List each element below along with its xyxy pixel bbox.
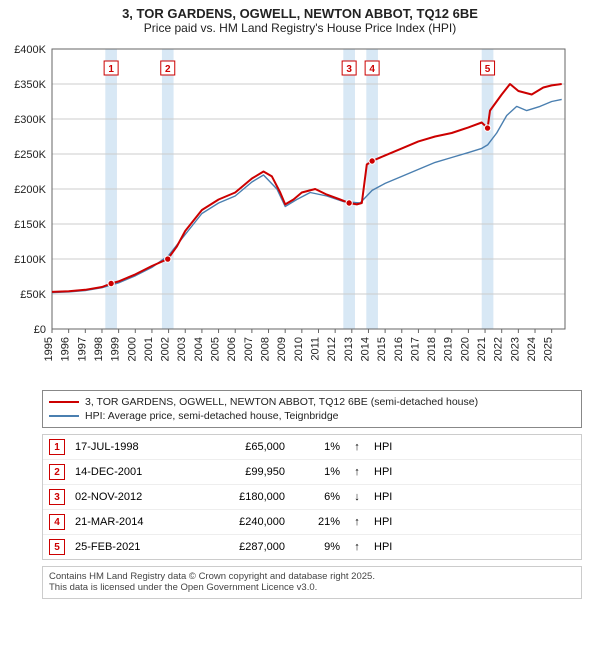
svg-text:2016: 2016: [393, 337, 405, 361]
legend-row: 3, TOR GARDENS, OGWELL, NEWTON ABBOT, TQ…: [49, 395, 575, 409]
svg-text:2023: 2023: [509, 337, 521, 361]
svg-text:2022: 2022: [493, 337, 505, 361]
svg-text:2006: 2006: [226, 337, 238, 361]
legend-swatch: [49, 401, 79, 403]
svg-text:1999: 1999: [110, 337, 122, 361]
svg-text:2015: 2015: [376, 337, 388, 361]
transaction-hpi-label: HPI: [374, 491, 575, 503]
transaction-pct: 6%: [295, 491, 340, 503]
svg-text:2017: 2017: [409, 337, 421, 361]
transaction-date: 21-MAR-2014: [75, 516, 185, 528]
footer-attribution: Contains HM Land Registry data © Crown c…: [42, 566, 582, 599]
transaction-marker: 2: [49, 464, 65, 480]
svg-text:1998: 1998: [93, 337, 105, 361]
svg-text:2010: 2010: [293, 337, 305, 361]
footer-line2: This data is licensed under the Open Gov…: [49, 582, 575, 593]
svg-text:2009: 2009: [276, 337, 288, 361]
transaction-date: 14-DEC-2001: [75, 466, 185, 478]
transaction-date: 02-NOV-2012: [75, 491, 185, 503]
transaction-hpi-label: HPI: [374, 441, 575, 453]
legend-label: HPI: Average price, semi-detached house,…: [85, 409, 339, 423]
svg-text:2008: 2008: [260, 337, 272, 361]
transaction-date: 25-FEB-2021: [75, 541, 185, 553]
line-chart-svg: £0 £50K £100K £150K £200K £250K £300K £350K £400…: [10, 39, 570, 379]
transaction-price: £65,000: [195, 441, 285, 453]
transaction-arrow-icon: ↑: [350, 541, 364, 553]
chart-container: 3, TOR GARDENS, OGWELL, NEWTON ABBOT, TQ…: [0, 0, 600, 599]
transaction-pct: 21%: [295, 516, 340, 528]
svg-text:4: 4: [369, 64, 375, 75]
transaction-marker: 5: [49, 539, 65, 555]
svg-text:1996: 1996: [60, 337, 72, 361]
transaction-pct: 1%: [295, 441, 340, 453]
footer-line1: Contains HM Land Registry data © Crown c…: [49, 571, 575, 582]
transaction-pct: 1%: [295, 466, 340, 478]
svg-text:5: 5: [485, 64, 491, 75]
transaction-price: £287,000: [195, 541, 285, 553]
chart-title: 3, TOR GARDENS, OGWELL, NEWTON ABBOT, TQ…: [10, 6, 590, 21]
transaction-date: 17-JUL-1998: [75, 441, 185, 453]
transaction-hpi-label: HPI: [374, 466, 575, 478]
transaction-arrow-icon: ↑: [350, 441, 364, 453]
transaction-arrow-icon: ↑: [350, 516, 364, 528]
transaction-row: 5 25-FEB-2021 £287,000 9% ↑ HPI: [43, 534, 581, 559]
svg-text:£400K: £400K: [14, 44, 46, 56]
svg-text:2012: 2012: [326, 337, 338, 361]
svg-text:2013: 2013: [343, 337, 355, 361]
legend: 3, TOR GARDENS, OGWELL, NEWTON ABBOT, TQ…: [42, 390, 582, 428]
svg-text:1997: 1997: [76, 337, 88, 361]
svg-text:£300K: £300K: [14, 114, 46, 126]
svg-text:2000: 2000: [126, 337, 138, 361]
svg-text:£200K: £200K: [14, 184, 46, 196]
svg-text:2007: 2007: [243, 337, 255, 361]
svg-text:2024: 2024: [526, 337, 538, 361]
svg-text:1: 1: [108, 64, 114, 75]
transaction-row: 2 14-DEC-2001 £99,950 1% ↑ HPI: [43, 459, 581, 484]
chart-subtitle: Price paid vs. HM Land Registry's House …: [10, 21, 590, 35]
transaction-marker: 3: [49, 489, 65, 505]
transactions-table: 1 17-JUL-1998 £65,000 1% ↑ HPI 2 14-DEC-2001 £99…: [42, 434, 582, 560]
transaction-pct: 9%: [295, 541, 340, 553]
svg-text:2002: 2002: [160, 337, 172, 361]
legend-label: 3, TOR GARDENS, OGWELL, NEWTON ABBOT, TQ…: [85, 395, 478, 409]
svg-text:2018: 2018: [426, 337, 438, 361]
svg-text:1995: 1995: [43, 337, 55, 361]
chart-area: £0 £50K £100K £150K £200K £250K £300K £350K £400…: [10, 39, 590, 384]
svg-text:£100K: £100K: [14, 254, 46, 266]
svg-text:2025: 2025: [543, 337, 555, 361]
svg-text:£350K: £350K: [14, 79, 46, 91]
transaction-marker: 4: [49, 514, 65, 530]
svg-text:2001: 2001: [143, 337, 155, 361]
transaction-row: 4 21-MAR-2014 £240,000 21% ↑ HPI: [43, 509, 581, 534]
svg-text:£50K: £50K: [20, 289, 46, 301]
svg-text:2021: 2021: [476, 337, 488, 361]
svg-text:2003: 2003: [176, 337, 188, 361]
transaction-arrow-icon: ↓: [350, 491, 364, 503]
svg-text:2: 2: [165, 64, 171, 75]
svg-text:2004: 2004: [193, 337, 205, 361]
transaction-price: £99,950: [195, 466, 285, 478]
svg-text:2014: 2014: [359, 337, 371, 361]
svg-text:3: 3: [346, 64, 352, 75]
legend-row: HPI: Average price, semi-detached house,…: [49, 409, 575, 423]
svg-text:2020: 2020: [459, 337, 471, 361]
title-block: 3, TOR GARDENS, OGWELL, NEWTON ABBOT, TQ…: [0, 0, 600, 39]
transaction-row: 3 02-NOV-2012 £180,000 6% ↓ HPI: [43, 484, 581, 509]
svg-text:2005: 2005: [210, 337, 222, 361]
transaction-hpi-label: HPI: [374, 541, 575, 553]
svg-text:2019: 2019: [443, 337, 455, 361]
transaction-row: 1 17-JUL-1998 £65,000 1% ↑ HPI: [43, 435, 581, 459]
svg-text:2011: 2011: [309, 337, 321, 361]
transaction-arrow-icon: ↑: [350, 466, 364, 478]
transaction-marker: 1: [49, 439, 65, 455]
svg-text:£0: £0: [34, 324, 46, 336]
legend-swatch: [49, 415, 79, 417]
svg-text:£250K: £250K: [14, 149, 46, 161]
transaction-hpi-label: HPI: [374, 516, 575, 528]
svg-text:£150K: £150K: [14, 219, 46, 231]
transaction-price: £240,000: [195, 516, 285, 528]
transaction-price: £180,000: [195, 491, 285, 503]
